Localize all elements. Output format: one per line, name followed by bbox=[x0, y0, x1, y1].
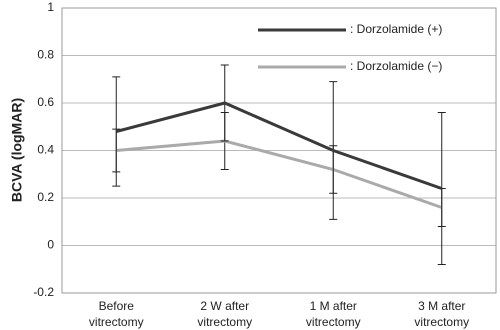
y-tick-label: 0.8 bbox=[37, 48, 54, 62]
x-tick-label: vitrectomy bbox=[197, 315, 252, 329]
series-line bbox=[115, 101, 443, 190]
x-tick-label: Before bbox=[99, 299, 135, 313]
legend-label: : Dorzolamide (+) bbox=[350, 22, 442, 36]
x-tick-label: 3 M after bbox=[418, 299, 465, 313]
x-tick-label: vitrectomy bbox=[306, 315, 361, 329]
legend-label: : Dorzolamide (−) bbox=[350, 59, 442, 73]
y-tick-label: -0.2 bbox=[33, 285, 54, 299]
x-tick-label: 2 W after bbox=[200, 299, 249, 313]
y-tick-label: 0 bbox=[47, 238, 54, 252]
y-tick-label: 1 bbox=[47, 0, 54, 14]
x-tick-label: vitrectomy bbox=[89, 315, 144, 329]
plot-border bbox=[61, 7, 497, 294]
x-tick-label: vitrectomy bbox=[414, 315, 469, 329]
x-tick-label: 1 M after bbox=[310, 299, 357, 313]
y-tick-label: 0.6 bbox=[37, 95, 54, 109]
y-axis-label: BCVA (logMAR) bbox=[9, 98, 25, 202]
series-line bbox=[116, 139, 443, 209]
y-tick-label: 0.2 bbox=[37, 190, 54, 204]
y-tick-label: 0.4 bbox=[37, 143, 54, 157]
